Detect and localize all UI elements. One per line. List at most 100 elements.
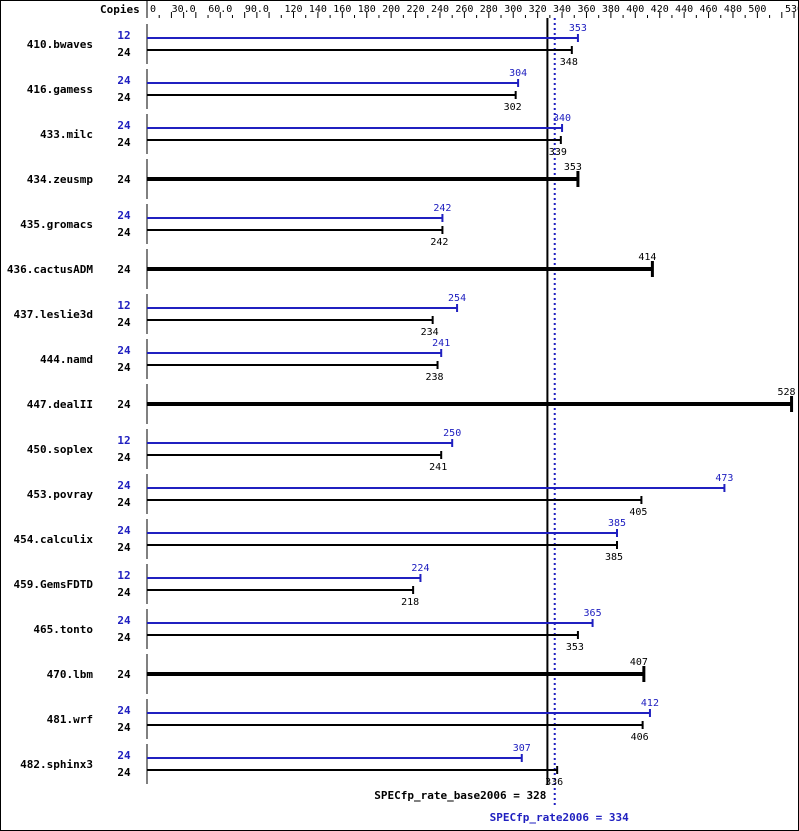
- benchmark-label: 454.calculix: [14, 533, 94, 546]
- base-copies: 24: [117, 263, 131, 276]
- tick-label: 30.0: [172, 4, 196, 15]
- benchmark-label: 433.milc: [40, 128, 93, 141]
- base-value-label: 353: [564, 162, 582, 173]
- peak-copies: 24: [117, 524, 131, 537]
- base-value-label: 302: [504, 102, 522, 113]
- tick-label: 380: [602, 4, 620, 15]
- peak-value-label: 242: [433, 203, 451, 214]
- peak-value-label: 224: [411, 563, 429, 574]
- base-copies: 24: [117, 136, 131, 149]
- benchmark-label: 482.sphinx3: [20, 758, 93, 771]
- base-value-label: 241: [429, 462, 447, 473]
- peak-copies: 24: [117, 614, 131, 627]
- base-value-label: 406: [631, 732, 649, 743]
- peak-copies: 12: [117, 434, 130, 447]
- benchmark-label: 444.namd: [40, 353, 93, 366]
- tick-label: 280: [480, 4, 498, 15]
- benchmark-label: 416.gamess: [27, 83, 93, 96]
- tick-label: 460: [700, 4, 718, 15]
- base-copies: 24: [117, 316, 131, 329]
- peak-value-label: 365: [584, 608, 602, 619]
- tick-label: 260: [455, 4, 473, 15]
- base-copies: 24: [117, 668, 131, 681]
- base-value-label: 339: [549, 147, 567, 158]
- peak-copies: 12: [117, 29, 130, 42]
- tick-label: 500: [748, 4, 766, 15]
- base-copies: 24: [117, 91, 131, 104]
- peak-value-label: 307: [513, 743, 531, 754]
- copies-axis-label: Copies: [100, 3, 140, 16]
- peak-value-label: 304: [509, 68, 527, 79]
- tick-label: 140: [309, 4, 327, 15]
- base-copies: 24: [117, 721, 131, 734]
- peak-copies: 24: [117, 74, 131, 87]
- peak-value-label: 353: [569, 23, 587, 34]
- benchmark-label: 465.tonto: [33, 623, 93, 636]
- benchmark-label: 459.GemsFDTD: [14, 578, 94, 591]
- tick-label: 0: [150, 4, 156, 15]
- tick-label: 240: [431, 4, 449, 15]
- tick-label: 320: [529, 4, 547, 15]
- peak-copies: 24: [117, 749, 131, 762]
- base-copies: 24: [117, 631, 131, 644]
- benchmark-label: 434.zeusmp: [27, 173, 94, 186]
- tick-label: 160: [333, 4, 351, 15]
- peak-copies: 24: [117, 344, 131, 357]
- peak-copies: 12: [117, 299, 130, 312]
- base-value-label: 348: [560, 57, 578, 68]
- base-value-label: 528: [778, 387, 796, 398]
- peak-value-label: 473: [715, 473, 733, 484]
- base-value-label: 414: [638, 252, 656, 263]
- tick-label: 200: [382, 4, 400, 15]
- benchmark-label: 435.gromacs: [20, 218, 93, 231]
- base-copies: 24: [117, 766, 131, 779]
- base-copies: 24: [117, 173, 131, 186]
- benchmark-label: 481.wrf: [47, 713, 93, 726]
- peak-copies: 12: [117, 569, 130, 582]
- peak-value-label: 250: [443, 428, 461, 439]
- tick-label: 400: [626, 4, 644, 15]
- peak-value-label: 385: [608, 518, 626, 529]
- base-score-label: SPECfp_rate_base2006 = 328: [374, 789, 546, 802]
- base-value-label: 234: [421, 327, 439, 338]
- benchmark-label: 470.lbm: [47, 668, 94, 681]
- benchmark-label: 436.cactusADM: [7, 263, 93, 276]
- base-value-label: 353: [566, 642, 584, 653]
- base-value-label: 242: [430, 237, 448, 248]
- base-copies: 24: [117, 398, 131, 411]
- tick-label: 60.0: [208, 4, 232, 15]
- base-value-label: 407: [630, 657, 648, 668]
- base-copies: 24: [117, 496, 131, 509]
- tick-label: 180: [358, 4, 376, 15]
- tick-label: 220: [407, 4, 425, 15]
- benchmark-label: 437.leslie3d: [14, 308, 93, 321]
- tick-label: 300: [504, 4, 522, 15]
- peak-score-label: SPECfp_rate2006 = 334: [490, 811, 629, 824]
- tick-label: 340: [553, 4, 571, 15]
- peak-copies: 24: [117, 479, 131, 492]
- base-copies: 24: [117, 451, 131, 464]
- tick-label: 440: [675, 4, 693, 15]
- base-value-label: 238: [426, 372, 444, 383]
- peak-copies: 24: [117, 704, 131, 717]
- peak-copies: 24: [117, 209, 131, 222]
- base-copies: 24: [117, 586, 131, 599]
- tick-label: 360: [577, 4, 595, 15]
- benchmark-label: 450.soplex: [27, 443, 94, 456]
- base-copies: 24: [117, 46, 131, 59]
- benchmark-label: 453.povray: [27, 488, 94, 501]
- base-value-label: 385: [605, 552, 623, 563]
- benchmark-label: 410.bwaves: [27, 38, 93, 51]
- tick-label: 480: [724, 4, 742, 15]
- base-value-label: 218: [401, 597, 419, 608]
- benchmark-label: 447.dealII: [27, 398, 93, 411]
- peak-value-label: 340: [553, 113, 571, 124]
- peak-copies: 24: [117, 119, 131, 132]
- base-value-label: 405: [629, 507, 647, 518]
- peak-value-label: 241: [432, 338, 450, 349]
- base-value-label: 336: [545, 777, 563, 788]
- tick-label: 530: [785, 4, 799, 15]
